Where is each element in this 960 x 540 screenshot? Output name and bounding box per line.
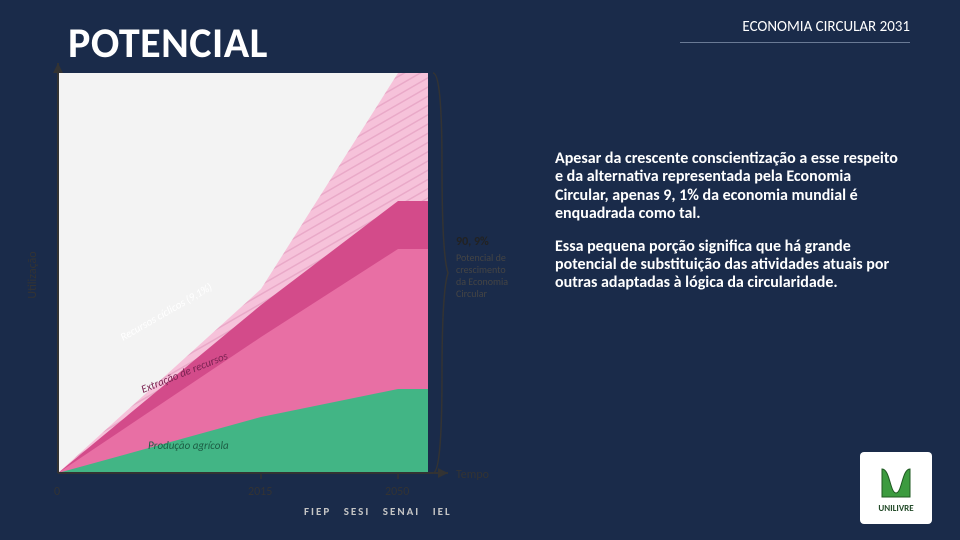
x-tick-0: 0: [54, 485, 60, 499]
x-tick-2: 2050: [385, 485, 409, 499]
x-axis-label: Tempo: [456, 468, 489, 482]
callout-value: 90, 9%: [456, 235, 489, 249]
logo-sesi: SESI: [344, 505, 371, 518]
label-agriculture: Produção agrícola: [148, 439, 229, 452]
y-axis-label: Utilização: [26, 251, 40, 298]
area-chart: Utilização Tempo 0 2015 2050 Produção ag…: [18, 55, 528, 515]
x-axis-arrow: [438, 468, 448, 478]
logo-senai: SENAI: [383, 505, 420, 518]
callout-line4: Circular: [456, 287, 488, 300]
unilivre-icon: [876, 463, 916, 501]
footer-logos: FIEP SESI SENAI IEL: [300, 505, 456, 518]
paragraph-2: Essa pequena porção significa que há gra…: [555, 238, 905, 293]
x-tick-1: 2015: [248, 485, 272, 499]
logo-fiep: FIEP: [304, 505, 331, 518]
unilivre-label: UNILIVRE: [878, 503, 913, 514]
body-copy: Apesar da crescente conscientização a es…: [555, 150, 905, 307]
chart-svg: Utilização Tempo 0 2015 2050 Produção ag…: [18, 55, 528, 515]
unilivre-logo: UNILIVRE: [860, 452, 932, 524]
bracket: [433, 73, 448, 473]
y-axis-arrow: [53, 63, 63, 73]
paragraph-1: Apesar da crescente conscientização a es…: [555, 150, 905, 224]
logo-iel: IEL: [433, 505, 452, 518]
header-subtitle: ECONOMIA CIRCULAR 2031: [680, 18, 910, 43]
